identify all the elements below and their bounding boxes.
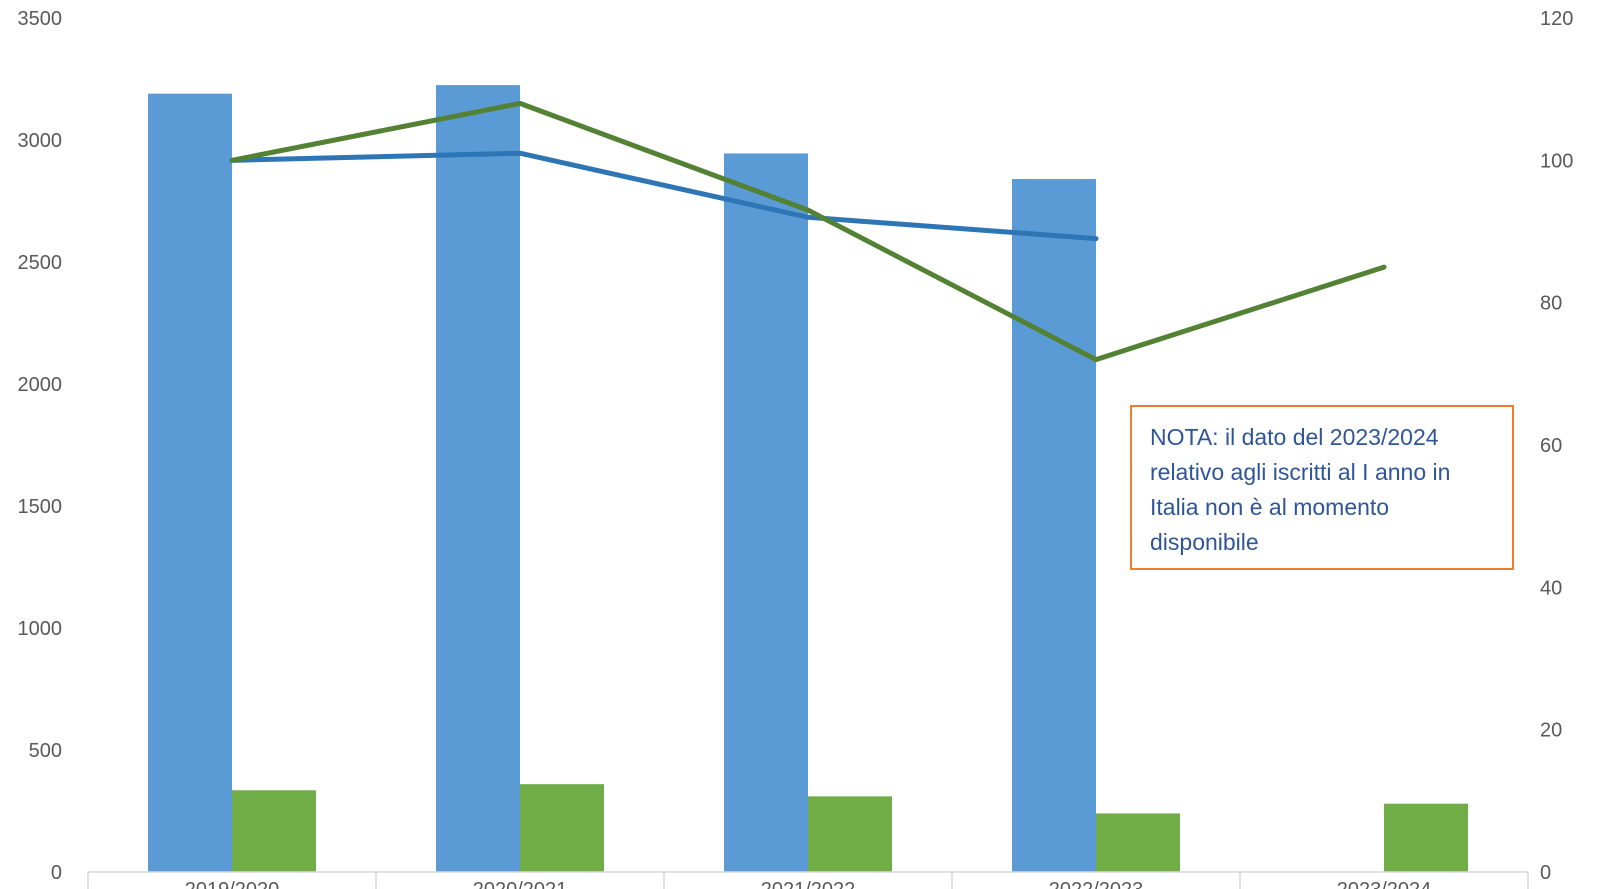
bar-s2-2023/2024 bbox=[1384, 803, 1468, 872]
bar-s2-2019/2020 bbox=[232, 790, 316, 872]
bar-s2-2022/2023 bbox=[1096, 813, 1180, 872]
y-axis-right: 0 20 40 60 80 100 120 bbox=[1540, 8, 1573, 884]
x-axis: 2019/2020 2020/2021 2021/2022 2022/2023 2023… bbox=[87, 871, 1529, 889]
y2-tick-label: 100 bbox=[1540, 150, 1573, 172]
y-tick-label: 500 bbox=[29, 740, 62, 762]
y2-tick-label: 120 bbox=[1540, 8, 1573, 30]
y2-tick-label: 0 bbox=[1540, 862, 1551, 884]
bar-s1-2021/2022 bbox=[724, 153, 808, 873]
line-s1 bbox=[229, 150, 1099, 242]
y-tick-label: 2000 bbox=[18, 374, 63, 396]
x-tick-label: 2022/2023 bbox=[1049, 879, 1144, 889]
x-tick-label: 2023/2024 bbox=[1337, 879, 1432, 889]
x-tick-label: 2019/2020 bbox=[185, 879, 280, 889]
note-box: NOTA: il dato del 2023/2024 relativo agl… bbox=[1130, 405, 1514, 570]
y-tick-label: 2500 bbox=[18, 252, 63, 274]
y-tick-label: 3000 bbox=[18, 130, 63, 152]
bar-s1-2019/2020 bbox=[148, 93, 232, 872]
y2-tick-label: 40 bbox=[1540, 577, 1562, 599]
y-axis-left: 0 500 1000 1500 2000 2500 3000 3500 bbox=[18, 8, 63, 884]
x-tick-label: 2021/2022 bbox=[761, 879, 856, 889]
bar-s2-2020/2021 bbox=[520, 784, 604, 872]
y2-tick-label: 80 bbox=[1540, 293, 1562, 315]
y-tick-label: 1000 bbox=[18, 618, 63, 640]
y-tick-label: 3500 bbox=[18, 8, 63, 30]
y-tick-label: 1500 bbox=[18, 496, 63, 518]
y2-tick-label: 60 bbox=[1540, 435, 1562, 457]
y-tick-label: 0 bbox=[51, 862, 62, 884]
bar-s1-2022/2023 bbox=[1012, 179, 1096, 873]
line-s2 bbox=[229, 100, 1387, 363]
bar-s1-2020/2021 bbox=[436, 85, 520, 873]
x-tick-label: 2020/2021 bbox=[473, 879, 568, 889]
y2-tick-label: 20 bbox=[1540, 720, 1562, 742]
lines-layer bbox=[229, 100, 1387, 363]
bars-layer bbox=[148, 85, 1468, 873]
note-text: NOTA: il dato del 2023/2024 relativo agl… bbox=[1150, 424, 1451, 555]
bar-s2-2021/2022 bbox=[808, 796, 892, 872]
